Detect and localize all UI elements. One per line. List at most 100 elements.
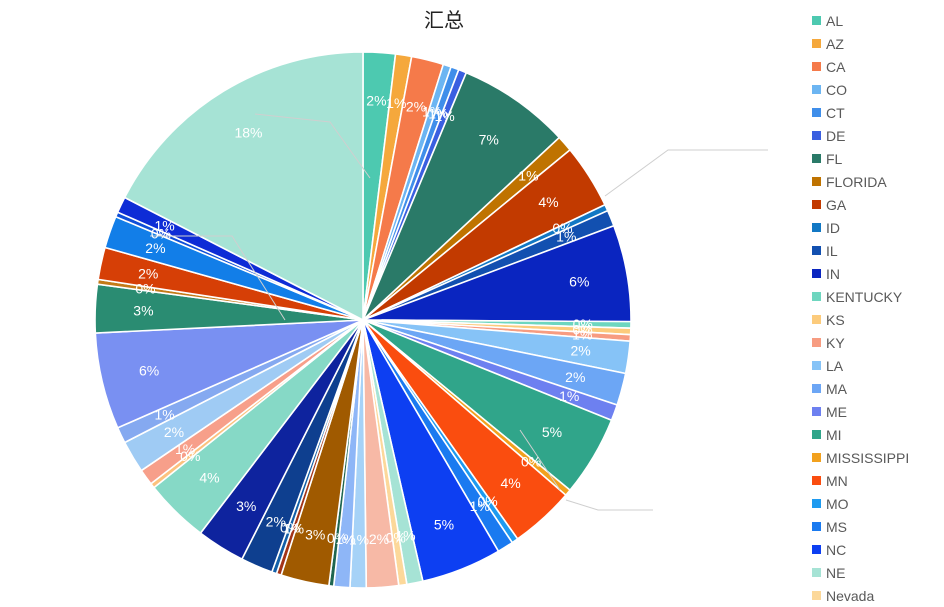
legend-item-me: ME — [812, 400, 944, 423]
slice-data-label: 1% — [428, 106, 448, 122]
legend-swatch — [812, 131, 821, 140]
legend-swatch — [812, 200, 821, 209]
slice-data-label: 2% — [570, 343, 590, 359]
legend-item-de: DE — [812, 124, 944, 147]
slice-data-label: 0% — [386, 529, 406, 545]
leader-line — [254, 113, 371, 179]
slice-data-label: 4% — [538, 194, 558, 210]
slice-data-label: 4% — [199, 469, 219, 485]
slice-data-label: 3% — [133, 303, 153, 319]
legend-label: IN — [826, 265, 840, 282]
legend-swatch — [812, 430, 821, 439]
legend-label: AZ — [826, 35, 844, 52]
slice-data-label: 1% — [556, 229, 576, 245]
slice-data-label: 2% — [366, 93, 386, 109]
slice-data-label: 1% — [349, 532, 369, 548]
legend-label: MISSISSIPPI — [826, 449, 910, 466]
legend-swatch — [812, 62, 821, 71]
slice-data-label: 6% — [569, 273, 589, 289]
leader-line — [150, 235, 286, 321]
legend-label: KENTUCKY — [826, 288, 903, 305]
legend-item-mo: MO — [812, 492, 944, 515]
legend-swatch — [812, 223, 821, 232]
legend-label: NC — [826, 541, 847, 558]
legend-item-nc: NC — [812, 538, 944, 561]
legend-label: MO — [826, 495, 849, 512]
slice-data-label: 0% — [280, 519, 300, 535]
legend-swatch — [812, 522, 821, 531]
leader-lines — [150, 113, 768, 511]
legend-item-il: IL — [812, 239, 944, 262]
slice-data-label: 2% — [565, 369, 585, 385]
legend-label: FL — [826, 150, 843, 167]
legend-item-kentucky: KENTUCKY — [812, 285, 944, 308]
legend-label: CT — [826, 104, 845, 121]
legend-label: NE — [826, 564, 846, 581]
legend-item-ca: CA — [812, 55, 944, 78]
slice-data-label: 1% — [434, 108, 454, 124]
legend-item-in: IN — [812, 262, 944, 285]
legend-label: LA — [826, 357, 844, 374]
legend-label: KS — [826, 311, 845, 328]
slice-data-label: 1% — [154, 407, 174, 423]
legend-swatch — [812, 108, 821, 117]
legend-swatch — [812, 591, 821, 600]
legend-label: AL — [826, 12, 844, 29]
slice-data-label: 1% — [175, 441, 195, 457]
pie-chart: 2% 1% 2%1%1%1%7%1%4%0%1%6%0%0%1%2%2%1%5%0%… — [94, 51, 768, 589]
legend-swatch — [812, 384, 821, 393]
legend-label: IL — [826, 242, 838, 259]
legend-item-co: CO — [812, 78, 944, 101]
slice-data-label: 0% — [573, 316, 593, 332]
slice-data-label: 18% — [234, 124, 262, 140]
legend-label: MS — [826, 518, 847, 535]
slice-data-label: 3% — [236, 498, 256, 514]
slice-data-label: 1% — [422, 103, 442, 119]
legend-label: MA — [826, 380, 847, 397]
slice-data-label: 7% — [479, 132, 499, 148]
slice-data-label: 1% — [395, 528, 415, 544]
pie-slice-fl — [362, 71, 561, 321]
legend-label: DE — [826, 127, 846, 144]
legend-swatch — [812, 246, 821, 255]
legend-swatch — [812, 85, 821, 94]
legend-item-al: AL — [812, 9, 944, 32]
legend-swatch — [812, 545, 821, 554]
legend-item-mn: MN — [812, 469, 944, 492]
legend-item-ky: KY — [812, 331, 944, 354]
legend-item-la: LA — [812, 354, 944, 377]
slice-data-label: 2% — [266, 514, 286, 530]
legend-label: ME — [826, 403, 847, 420]
slice-data-label: 0% — [521, 454, 541, 470]
slice-data-label: 0% — [135, 281, 155, 297]
leader-line — [565, 499, 653, 511]
legend-item-ne: NE — [812, 561, 944, 584]
slice-data-label: 0% — [151, 225, 171, 241]
legend-swatch — [812, 476, 821, 485]
slice-data-label: 3% — [305, 527, 325, 543]
legend-swatch — [812, 338, 821, 347]
legend-swatch — [812, 568, 821, 577]
legend-item-ms: MS — [812, 515, 944, 538]
legend-label: FLORIDA — [826, 173, 887, 190]
slice-data-label: 1% — [572, 327, 592, 343]
legend-item-ma: MA — [812, 377, 944, 400]
legend-item-ks: KS — [812, 308, 944, 331]
slice-data-label: 2% — [145, 240, 165, 256]
slice-labels: 2% 1% 2%1%1%1%7%1%4%0%1%6%0%0%1%2%2%1%5%0%… — [133, 93, 593, 548]
legend-swatch — [812, 16, 821, 25]
legend-item-az: AZ — [812, 32, 944, 55]
legend-label: Nevada — [826, 587, 875, 604]
slice-data-label: 1% — [154, 218, 174, 234]
legend-item-ga: GA — [812, 193, 944, 216]
slice-data-label: 6% — [139, 362, 159, 378]
legend-label: GA — [826, 196, 847, 213]
legend-item-id: ID — [812, 216, 944, 239]
slice-data-label: 1% — [518, 167, 538, 183]
legend-swatch — [812, 177, 821, 186]
legend-swatch — [812, 154, 821, 163]
leader-line — [604, 149, 768, 197]
legend-label: CA — [826, 58, 846, 75]
chart-title: 汇总 — [424, 8, 464, 32]
legend-label: ID — [826, 219, 840, 236]
